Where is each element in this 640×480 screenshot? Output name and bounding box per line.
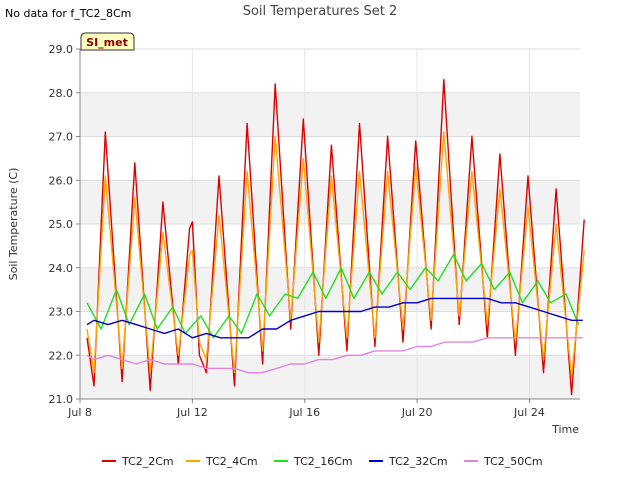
legend-label: TC2_2Cm	[121, 455, 174, 468]
x-tick-label: Jul 8	[67, 406, 92, 419]
x-tick-label: Jul 16	[288, 406, 320, 419]
x-tick-label: Jul 20	[401, 406, 433, 419]
grid-band	[80, 92, 580, 137]
legend-label: TC2_16Cm	[293, 455, 353, 468]
y-tick-label: 23.0	[49, 306, 74, 319]
no-data-note: No data for f_TC2_8Cm	[5, 7, 132, 20]
grid-band	[80, 355, 580, 399]
series-line-tc2-32cm	[86, 297, 583, 339]
legend-label: TC2_4Cm	[205, 455, 258, 468]
y-tick-label: 22.0	[49, 349, 74, 362]
series-line-tc2-50cm	[86, 337, 583, 374]
y-tick-label: 26.0	[49, 174, 74, 187]
x-tick-label: Jul 12	[176, 406, 208, 419]
badge-box	[80, 32, 135, 51]
series-line-tc2-16cm	[86, 253, 580, 339]
x-tick-label: Jul 24	[513, 406, 545, 419]
series-line-tc2-2cm	[86, 78, 585, 396]
y-tick-label: 25.0	[49, 218, 74, 231]
y-tick-label: 28.0	[49, 87, 74, 100]
x-axis-label: Time	[551, 423, 579, 436]
y-axis-label: Soil Temperature (C)	[7, 168, 20, 281]
y-tick-label: 29.0	[49, 43, 74, 56]
badge-label: SI_met	[86, 36, 128, 49]
y-tick-label: 21.0	[49, 393, 74, 406]
chart-title: Soil Temperatures Set 2	[243, 4, 398, 19]
y-tick-label: 24.0	[49, 262, 74, 275]
y-tick-label: 27.0	[49, 131, 74, 144]
legend-label: TC2_32Cm	[388, 455, 448, 468]
series-line-tc2-4cm	[86, 131, 585, 378]
legend-label: TC2_50Cm	[483, 455, 543, 468]
